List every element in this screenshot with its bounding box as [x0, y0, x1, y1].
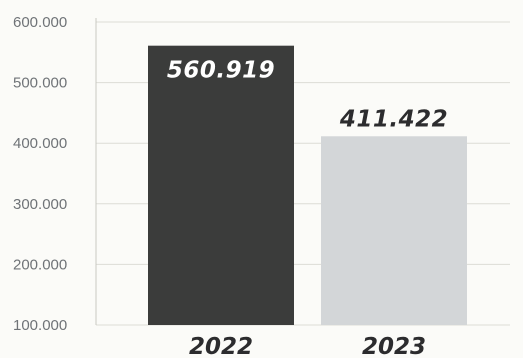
y-tick-label: 400.000: [13, 135, 67, 152]
value-label-2023: 411.422: [339, 106, 448, 132]
x-axis-category-labels: 2022 2023: [189, 334, 426, 358]
category-label-2023: 2023: [362, 334, 426, 358]
category-label-2022: 2022: [189, 334, 253, 358]
y-tick-label: 200.000: [13, 256, 67, 273]
bar-2022: [148, 45, 294, 326]
y-tick-label: 300.000: [13, 196, 67, 213]
bar-2023: [321, 136, 467, 325]
y-tick-label: 500.000: [13, 75, 67, 92]
y-tick-label: 100.000: [13, 317, 67, 334]
value-labels: 560.919 411.422: [167, 58, 448, 133]
y-tick-label: 600.000: [13, 14, 67, 31]
bars: [148, 45, 467, 326]
y-axis-tick-labels: 100.000 200.000 300.000 400.000 500.000 600.0…: [13, 14, 67, 334]
value-label-2022: 560.919: [167, 58, 275, 84]
